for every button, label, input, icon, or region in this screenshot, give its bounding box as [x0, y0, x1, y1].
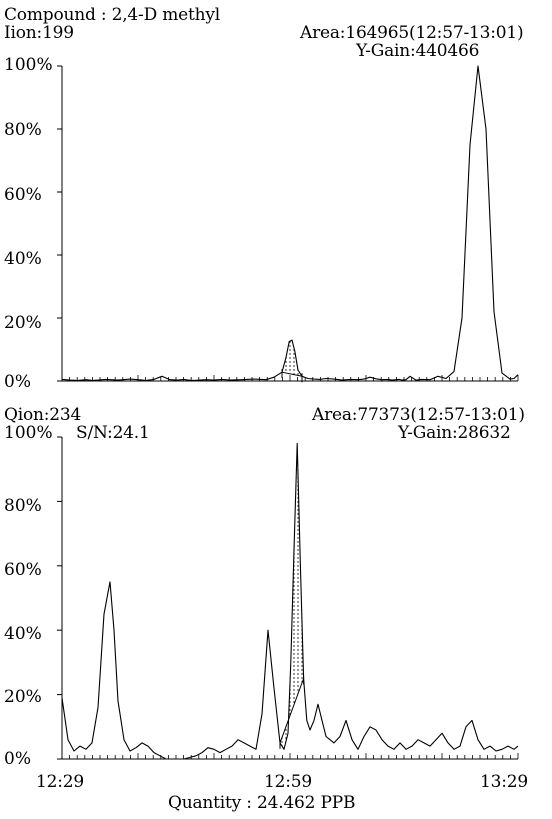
top-series-line: [61, 65, 519, 381]
x-tick-label: 12:59: [264, 772, 312, 792]
bottom-y-tick-label: 40%: [4, 624, 42, 644]
top-y-tick-label: 80%: [4, 120, 42, 140]
iion-label: Iion:199: [4, 23, 74, 43]
top-y-tick-label: 20%: [4, 313, 42, 333]
top-y-gain-label: Y-Gain:440466: [356, 41, 480, 61]
compound-title: Compound : 2,4-D methyl: [4, 5, 221, 25]
top-y-tick-label: 100%: [4, 55, 53, 75]
top-y-tick-label: 0%: [4, 372, 31, 392]
top-area-label: Area:164965(12:57-13:01): [300, 23, 524, 43]
top-y-tick-label: 40%: [4, 249, 42, 269]
bottom-series-line: [61, 442, 519, 760]
bottom-area-label: Area:77373(12:57-13:01): [312, 405, 525, 425]
quantity-label: Quantity : 24.462 PPB: [168, 793, 356, 813]
x-tick-label: 13:29: [480, 772, 528, 792]
bottom-y-gain-label: Y-Gain:28632: [398, 423, 511, 443]
bottom-y-tick-label: 60%: [4, 560, 42, 580]
qion-label: Qion:234: [4, 405, 82, 425]
bottom-integrated-area: [280, 443, 304, 750]
top-peak-baseline: [281, 371, 303, 377]
bottom-y-tick-label: 100%: [4, 423, 53, 443]
bottom-y-tick-label: 20%: [4, 687, 42, 707]
sn-label: S/N:24.1: [76, 423, 150, 443]
bottom-y-tick-label: 0%: [4, 749, 31, 769]
top-y-tick-label: 60%: [4, 185, 42, 205]
x-tick-label: 12:29: [36, 772, 84, 792]
bottom-peak-baseline: [279, 678, 305, 744]
bottom-y-tick-label: 80%: [4, 496, 42, 516]
